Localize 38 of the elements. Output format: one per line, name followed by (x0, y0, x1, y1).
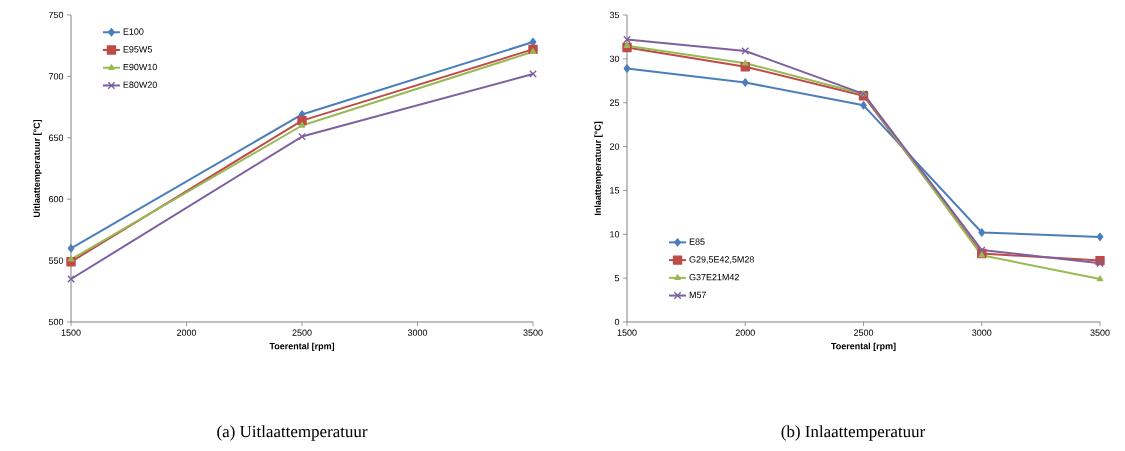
y-tick-label: 10 (610, 231, 620, 238)
legend-label: M57 (689, 291, 707, 298)
y-tick-label: 35 (609, 11, 620, 19)
y-tick-label: 750 (48, 11, 64, 19)
y-tick-label: 5 (614, 275, 620, 282)
y-tick-label: 15 (610, 187, 620, 194)
text: (b) Inlaattemperatuur (781, 425, 926, 441)
x-tick-label: 1500 (617, 329, 637, 336)
x-tick-label: 2500 (853, 329, 874, 336)
x-tick-label: 3000 (407, 329, 428, 336)
y-tick-label: 30 (609, 55, 620, 63)
y-tick-label: 0 (614, 318, 620, 326)
legend-label: E95W5 (123, 46, 152, 53)
legend-label: E80W20 (123, 81, 157, 88)
x-tick-label: 2500 (292, 329, 312, 336)
legend-label: E85 (689, 238, 705, 245)
y-axis-title: Uitlaattemperatuur [°C] (33, 119, 42, 218)
y-tick-label: 650 (48, 134, 64, 141)
legend-label: G29,5E42,5M28 (689, 256, 754, 264)
x-tick-label: 3500 (523, 329, 543, 336)
y-tick-label: 500 (48, 318, 64, 326)
legend-label: E100 (123, 28, 144, 35)
y-tick-label: 20 (609, 143, 620, 150)
text: (a) Uitlaattemperatuur (217, 425, 368, 441)
y-tick-label: 600 (48, 196, 64, 203)
legend-label: E90W10 (123, 63, 157, 71)
y-tick-label: 700 (48, 73, 64, 80)
y-tick-label: 550 (48, 257, 64, 264)
legend-label: G37E21M42 (689, 273, 739, 281)
x-tick-label: 3000 (972, 329, 992, 336)
x-tick-label: 1500 (61, 329, 81, 336)
x-axis-title: Toerental [rpm] (831, 342, 896, 352)
y-tick-label: 25 (609, 99, 620, 106)
x-axis-title: Toerental [rpm] (269, 342, 335, 352)
x-tick-label: 2000 (735, 329, 755, 336)
x-tick-label: 2000 (176, 329, 197, 336)
x-tick-label: 3500 (1090, 329, 1110, 336)
y-axis-title: Inlaattemperatuur [°C] (594, 121, 603, 216)
